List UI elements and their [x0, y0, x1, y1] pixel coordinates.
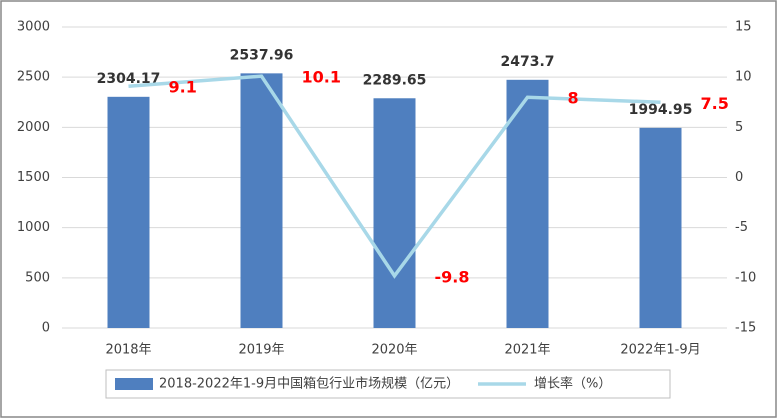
bar: [506, 79, 549, 328]
legend-box: [105, 369, 671, 399]
line-value-label: 7.5: [701, 94, 729, 113]
y-tick-label: 3000: [17, 20, 50, 35]
y-tick-label: 2500: [17, 70, 50, 85]
y-tick-label: 0: [42, 321, 50, 336]
bar: [107, 96, 150, 328]
bar: [240, 73, 283, 328]
bar-value-label: 2304.17: [97, 71, 161, 87]
legend-label: 增长率（%）: [534, 376, 611, 392]
y-tick-label: 500: [25, 270, 50, 285]
y-tick-label: 1000: [17, 220, 50, 235]
y-tick-label: 1500: [17, 170, 50, 185]
bar: [639, 127, 682, 328]
x-tick-label: 2022年1-9月: [620, 343, 700, 358]
y2-tick-label: 15: [735, 20, 752, 35]
x-tick-label: 2021年: [504, 343, 550, 358]
legend-swatch: [115, 378, 153, 390]
line-value-label: -9.8: [435, 267, 470, 286]
legend-label: 2018-2022年1-9月中国箱包行业市场规模（亿元）: [159, 376, 459, 392]
x-tick-label: 2018年: [105, 343, 151, 358]
bar-value-label: 2473.7: [500, 54, 554, 70]
x-tick-label: 2020年: [371, 343, 417, 358]
line: [128, 74, 661, 279]
y-tick-label: 2000: [17, 120, 50, 135]
bar: [373, 98, 416, 328]
y2-tick-label: -10: [735, 270, 756, 285]
bar-value-label: 1994.95: [629, 102, 693, 118]
x-tick-label: 2019年: [238, 343, 284, 358]
y2-tick-label: 5: [735, 120, 743, 135]
line-value-label: 8: [568, 89, 579, 108]
y2-tick-label: -15: [735, 321, 756, 336]
y2-tick-label: 0: [735, 170, 743, 185]
y2-tick-label: -5: [735, 220, 748, 235]
bar-value-label: 2537.96: [230, 47, 294, 63]
line-value-label: 9.1: [169, 78, 197, 97]
line-value-label: 10.1: [302, 68, 341, 87]
y2-tick-label: 10: [735, 70, 752, 85]
bar-value-label: 2289.65: [363, 72, 427, 88]
